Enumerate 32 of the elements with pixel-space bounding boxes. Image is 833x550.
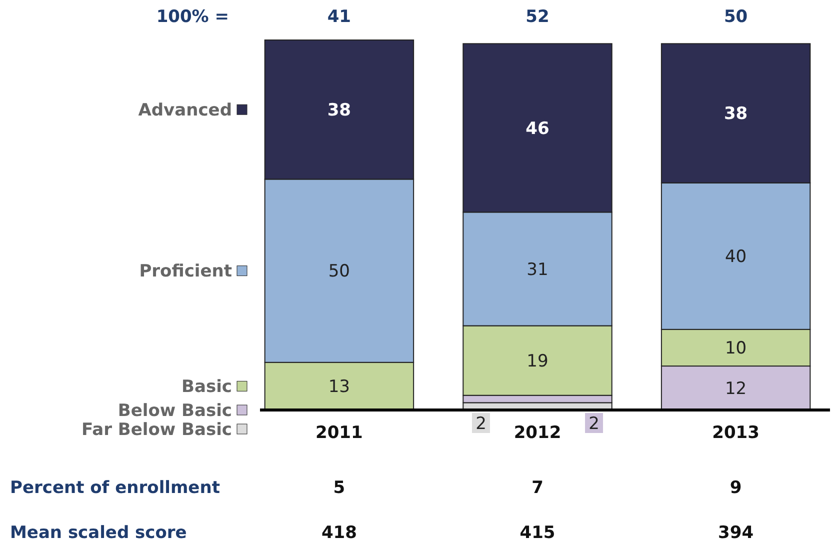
data-label: 38 [724, 104, 748, 124]
data-label: 12 [724, 378, 747, 399]
text: Percent of enrollment [10, 478, 220, 498]
text: 415 [520, 523, 556, 543]
text: 41 [327, 7, 352, 27]
text: 5 [333, 478, 346, 498]
data-label: 50 [328, 262, 350, 282]
text: 7 [532, 478, 544, 498]
data-label: 38 [327, 100, 352, 121]
data-label: 40 [724, 247, 747, 268]
legend-label: Basic [182, 377, 232, 398]
legend-label: Far Below Basic [82, 420, 232, 440]
text: 9 [730, 478, 742, 498]
data-label: 2 [476, 414, 486, 434]
legend-label: Proficient [139, 262, 232, 282]
text: 52 [526, 7, 550, 27]
text: 394 [718, 523, 754, 543]
x-tick-label: 2011 [316, 423, 363, 443]
data-label: 2 [588, 414, 600, 434]
text: 418 [321, 523, 357, 543]
data-label: 13 [328, 377, 350, 398]
text: Mean scaled score [10, 523, 187, 543]
legend-label: Advanced [138, 100, 232, 121]
data-label: 19 [526, 351, 548, 372]
text: 100% = [156, 7, 229, 27]
text: 50 [724, 7, 748, 27]
data-label: 31 [526, 260, 548, 280]
data-label: 46 [526, 118, 550, 139]
legend-label: Below Basic [118, 400, 232, 421]
x-tick-label: 2013 [712, 423, 760, 443]
x-tick-label: 2012 [514, 423, 562, 443]
data-label: 10 [724, 338, 747, 359]
